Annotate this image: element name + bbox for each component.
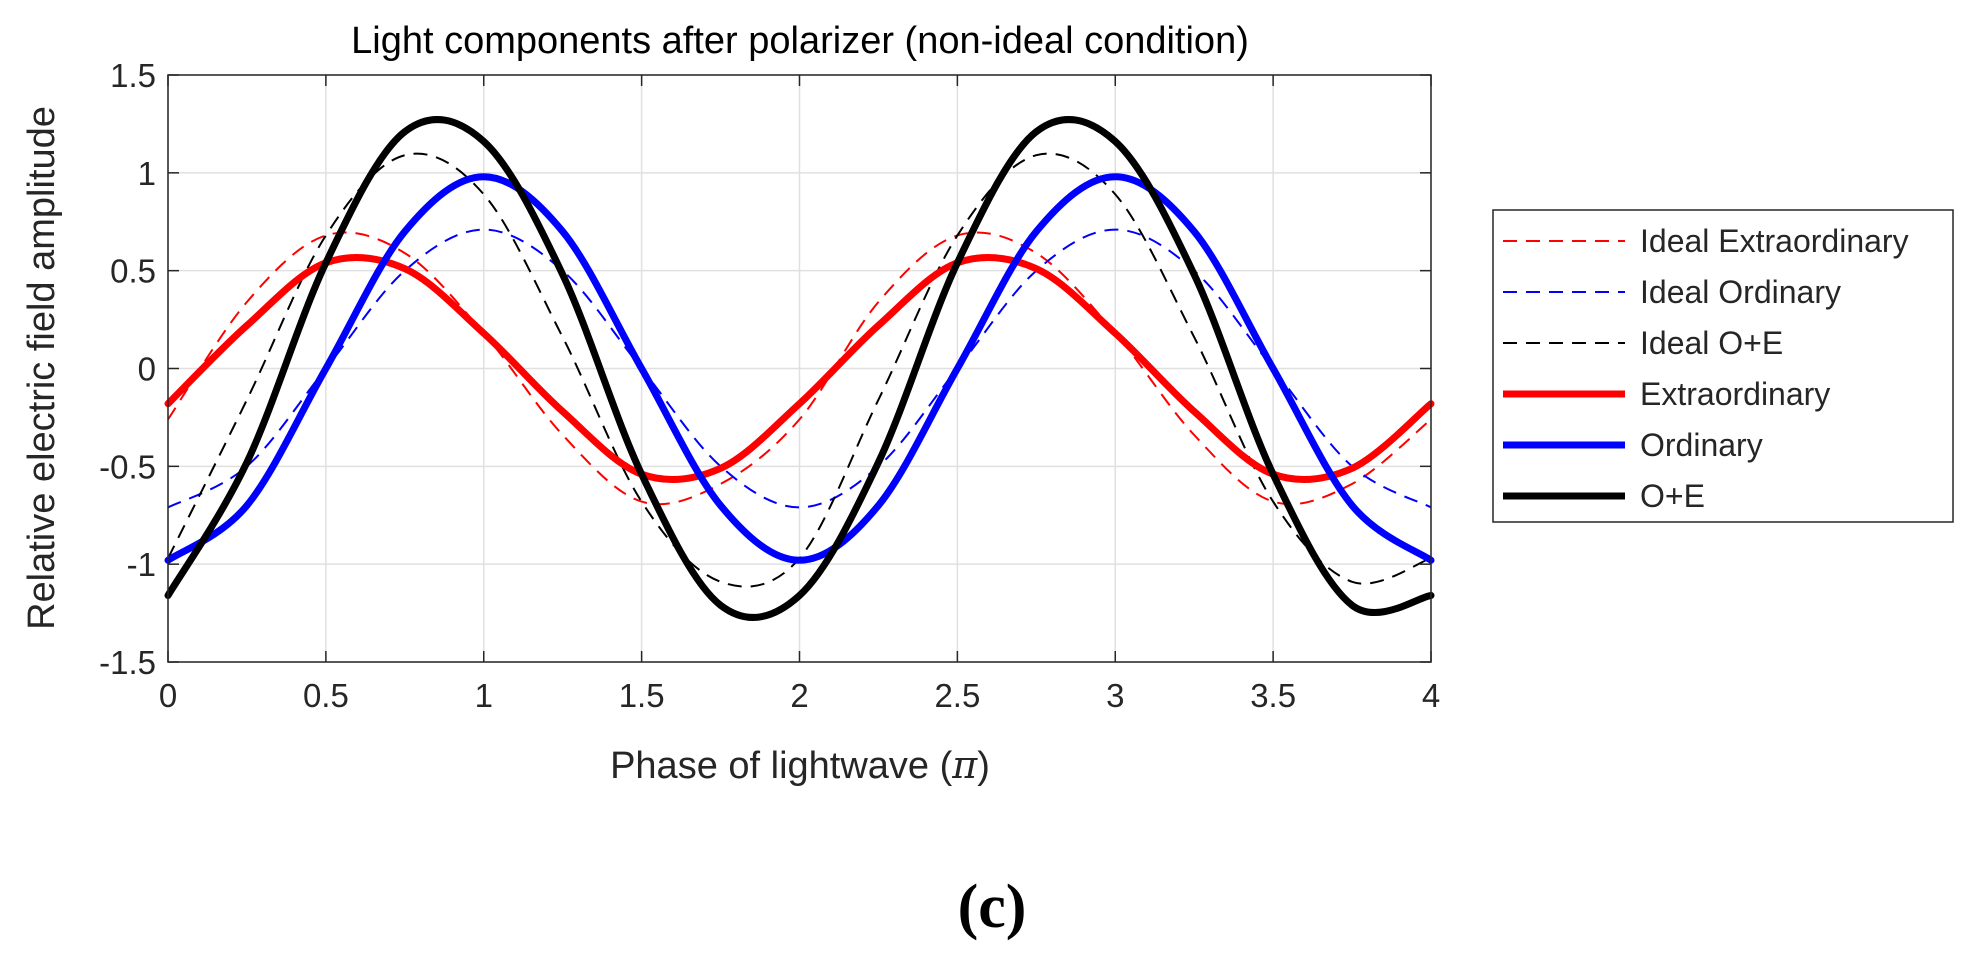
x-axis-title: Phase of lightwave (π) [610, 743, 990, 787]
x-tick-label: 2.5 [934, 677, 980, 714]
x-axis-title-suffix: ) [977, 745, 990, 787]
y-tick-label: -1 [127, 546, 156, 583]
x-tick-label: 1.5 [619, 677, 665, 714]
x-tick-label: 2 [790, 677, 808, 714]
legend-label-extraordinary: Extraordinary [1640, 376, 1830, 412]
series-line-ordinary [164, 173, 1435, 564]
series-line-ideal-ordinary [167, 228, 1432, 509]
series-line-ideal-extraordinary [167, 231, 1432, 506]
series-layer [164, 116, 1435, 621]
chart-title: Light components after polarizer (non-id… [351, 20, 1249, 62]
y-tick-label: 0.5 [110, 253, 156, 290]
legend-box [1492, 209, 1954, 523]
y-tick-label: 1.5 [110, 57, 156, 94]
plot-area: 0 0.5 1 1.5 2 2.5 3 3.5 4 -1.5 -1 -0.5 0 0.5 1 1.5 [99, 57, 1440, 714]
x-tick-label: 0 [159, 677, 177, 714]
y-axis-title: Relative electric field amplitude [21, 106, 63, 630]
x-tick-label: 3.5 [1250, 677, 1296, 714]
x-tick-label: 0.5 [303, 677, 349, 714]
y-tick-label: 1 [138, 155, 156, 192]
legend-label-ideal-extraordinary: Ideal Extraordinary [1640, 223, 1909, 259]
y-tick-label: 0 [138, 351, 156, 388]
x-axis-title-symbol: π [951, 743, 978, 787]
legend: Ideal Extraordinary Ideal Ordinary Ideal O… [1492, 209, 1954, 523]
legend-label-ideal-o-e: Ideal O+E [1640, 325, 1783, 361]
series-line-o-e [164, 116, 1435, 621]
legend-label-ordinary: Ordinary [1640, 427, 1763, 463]
x-tick-label: 3 [1106, 677, 1124, 714]
ticks: 0 0.5 1 1.5 2 2.5 3 3.5 4 -1.5 -1 -0.5 0 0.5 1 1.5 [99, 57, 1440, 714]
legend-items: Ideal Extraordinary Ideal Ordinary Ideal O… [1503, 223, 1909, 514]
x-axis-title-text: Phase of lightwave ( [610, 745, 953, 787]
panel-label: (c) [958, 873, 1027, 941]
legend-label-ideal-ordinary: Ideal Ordinary [1640, 274, 1841, 310]
x-tick-label: 1 [475, 677, 493, 714]
legend-label-o-e: O+E [1640, 478, 1705, 514]
y-tick-label: -1.5 [99, 644, 156, 681]
y-tick-label: -0.5 [99, 448, 156, 485]
x-tick-label: 4 [1422, 677, 1440, 714]
